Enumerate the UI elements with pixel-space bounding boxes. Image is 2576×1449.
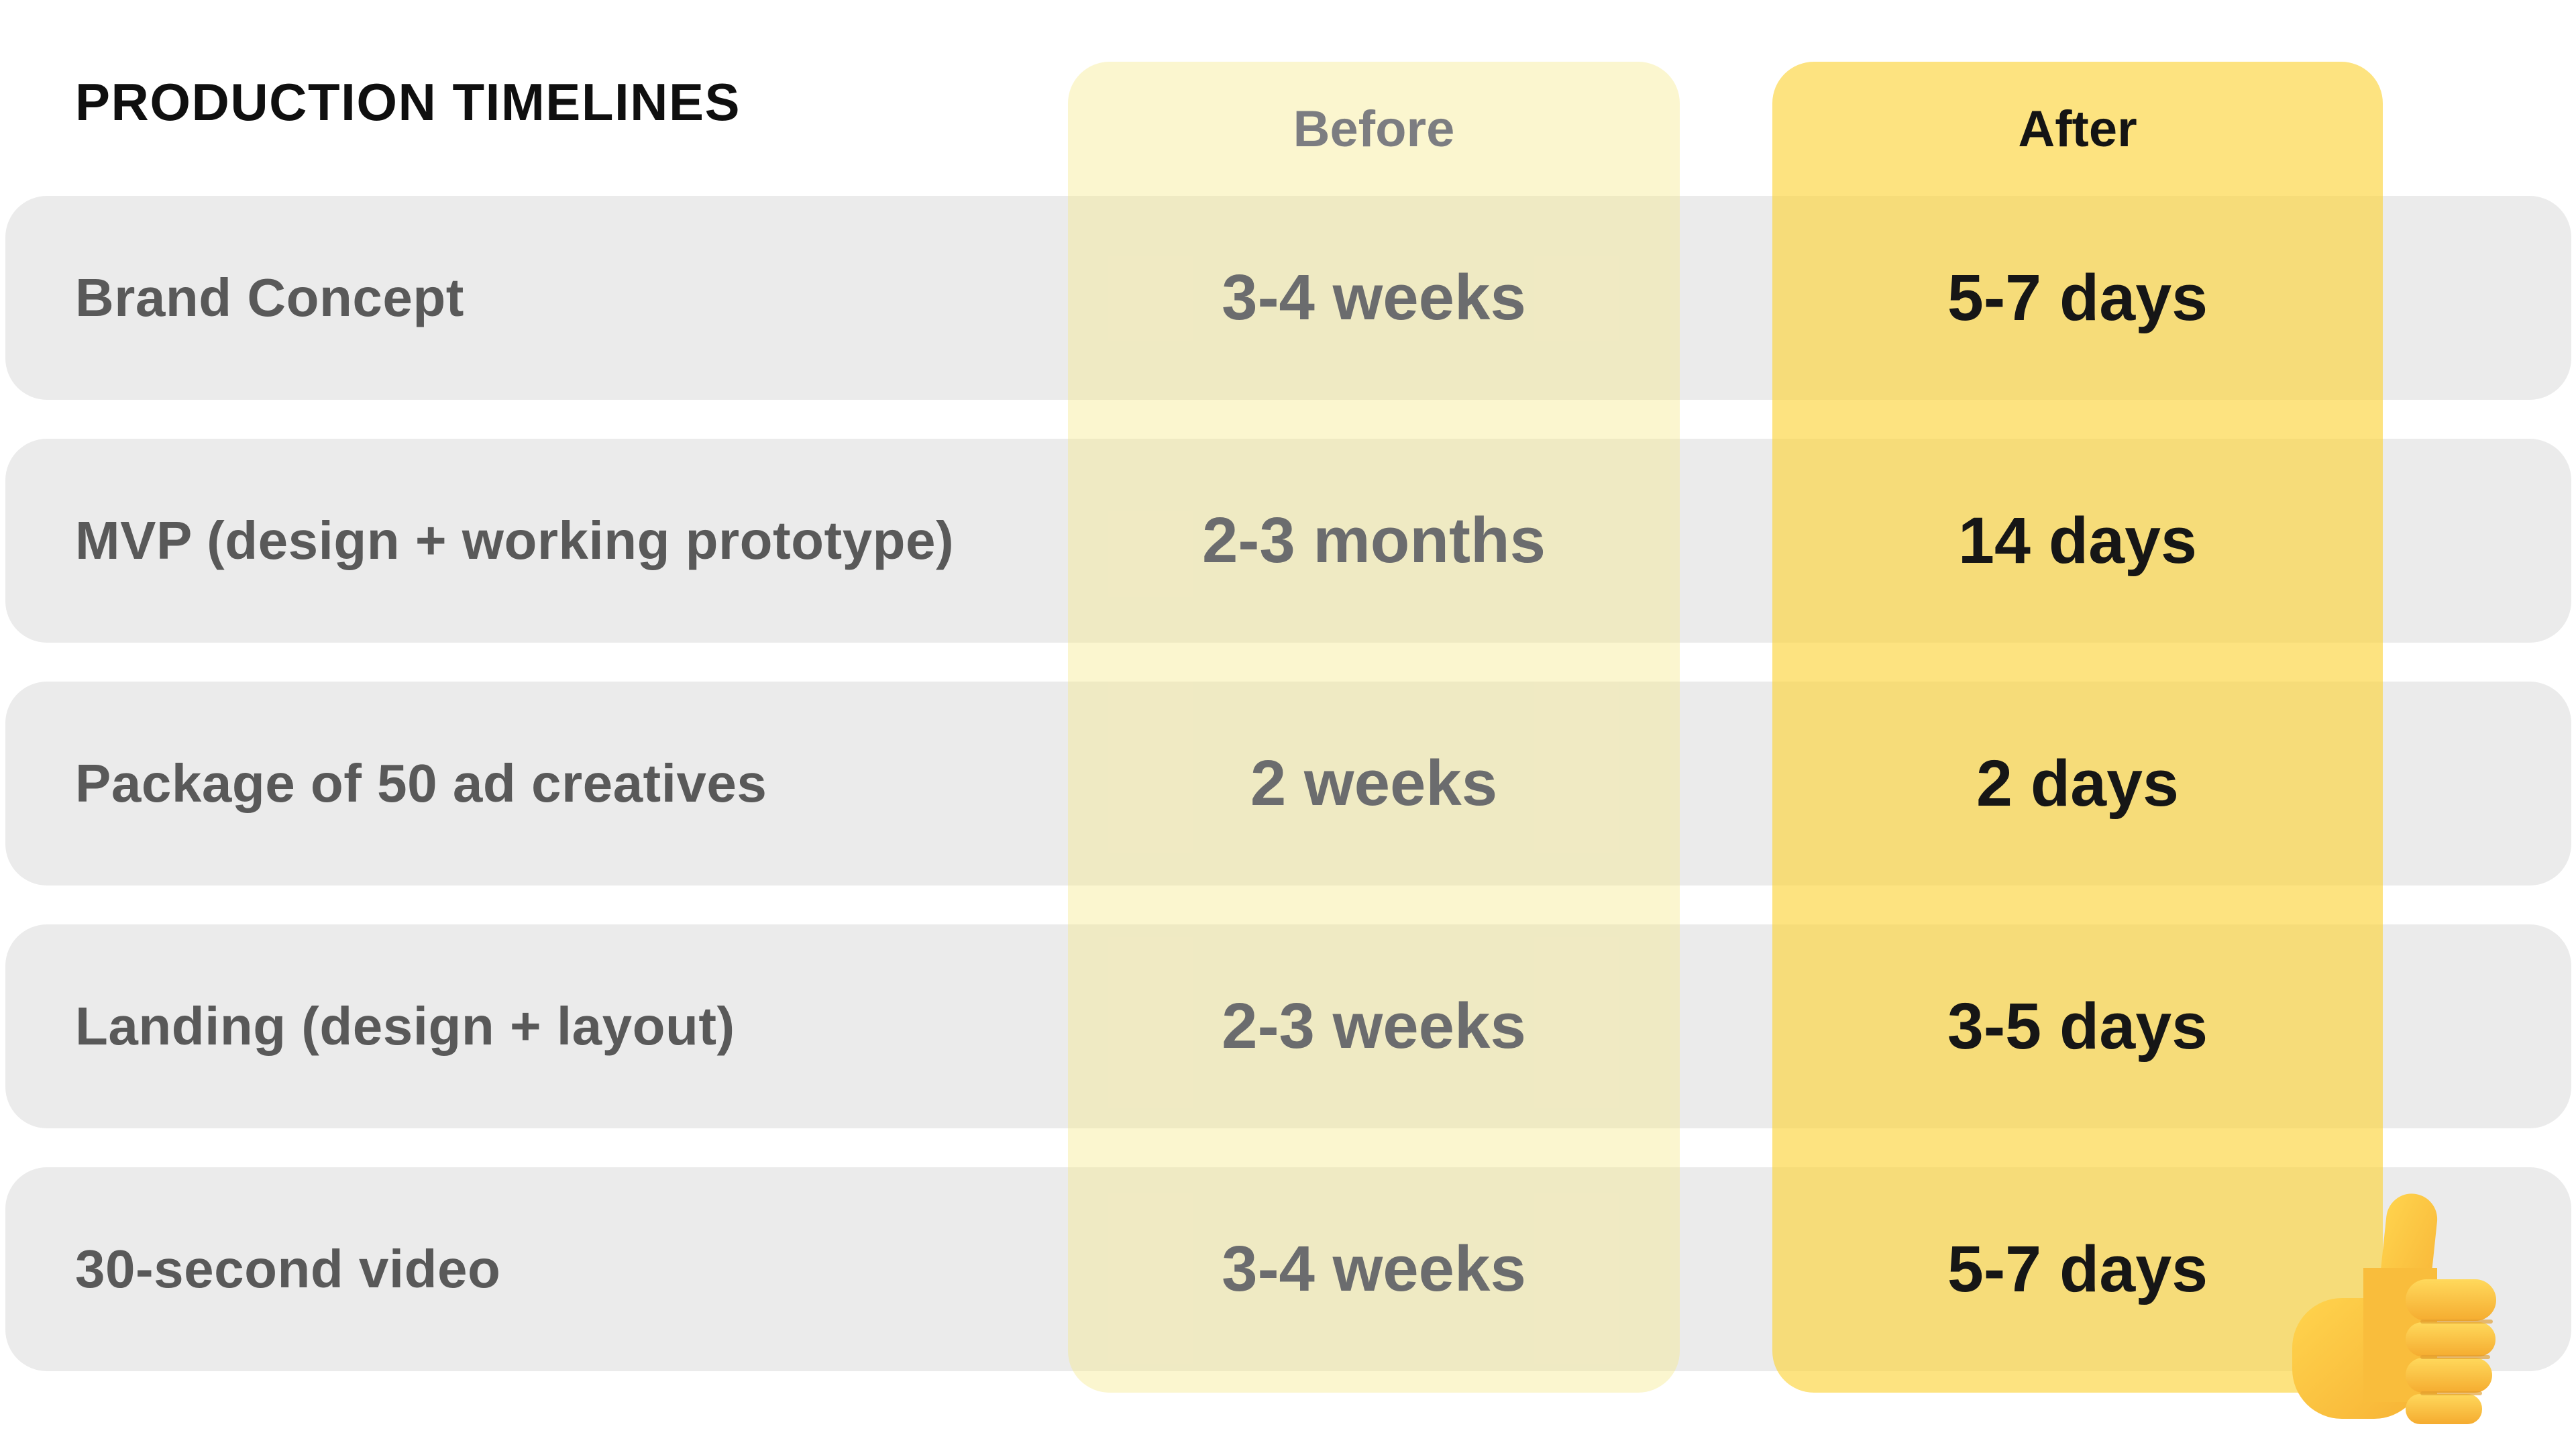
before-value: 3-4 weeks <box>1222 1233 1526 1305</box>
row-label: Package of 50 ad creatives <box>75 753 767 813</box>
table-row: Package of 50 ad creatives 2 weeks 2 day… <box>5 682 2571 885</box>
after-value: 2 days <box>1976 747 2179 820</box>
after-value: 14 days <box>1958 504 2197 577</box>
before-value: 2-3 weeks <box>1222 990 1526 1062</box>
page-title: PRODUCTION TIMELINES <box>75 72 741 131</box>
after-value: 3-5 days <box>1947 989 2208 1063</box>
table-row: Brand Concept 3-4 weeks 5-7 days <box>5 196 2571 400</box>
before-value: 2 weeks <box>1250 747 1498 819</box>
table-row: MVP (design + working prototype) 2-3 mon… <box>5 439 2571 643</box>
before-column-header: Before <box>1293 100 1455 158</box>
table-row: Landing (design + layout) 2-3 weeks 3-5 … <box>5 924 2571 1128</box>
after-column-overlay <box>1772 62 2383 1393</box>
thumbs-up-icon <box>2292 1193 2496 1424</box>
before-value: 3-4 weeks <box>1222 262 1526 333</box>
after-value: 5-7 days <box>1947 261 2208 334</box>
after-column-header: After <box>2018 100 2137 158</box>
after-value: 5-7 days <box>1947 1232 2208 1305</box>
row-label: Landing (design + layout) <box>75 996 735 1056</box>
table-row: 30-second video 3-4 weeks 5-7 days <box>5 1167 2571 1371</box>
row-label: 30-second video <box>75 1239 501 1299</box>
before-value: 2-3 months <box>1201 504 1546 576</box>
row-label: MVP (design + working prototype) <box>75 511 955 570</box>
before-column-overlay <box>1068 62 1680 1393</box>
row-label: Brand Concept <box>75 268 464 327</box>
